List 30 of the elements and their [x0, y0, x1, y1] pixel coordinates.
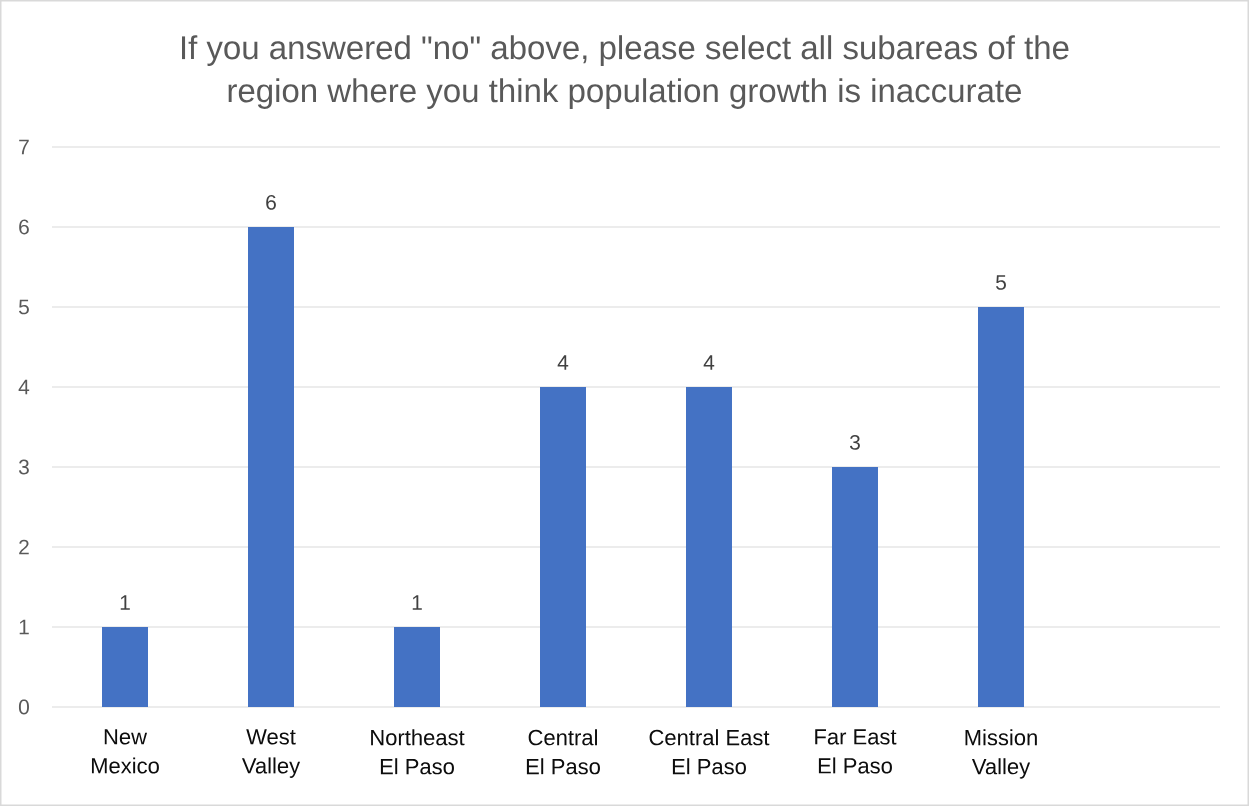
bar: [978, 307, 1024, 707]
bar: [686, 387, 732, 707]
bar: [102, 627, 148, 707]
bar: [832, 467, 878, 707]
y-tick-label: 3: [18, 459, 29, 475]
x-tick-label: Mission Valley: [965, 729, 1037, 779]
x-tick-label: Northeast El Paso: [371, 729, 465, 775]
y-tick-label: 0: [18, 699, 29, 715]
data-label: 4: [703, 355, 715, 370]
data-label: 3: [849, 434, 860, 450]
y-tick-label: 1: [19, 619, 29, 635]
bar: [394, 627, 440, 707]
x-tick-label: Central El Paso: [526, 729, 600, 775]
y-tick-label: 5: [18, 299, 29, 315]
x-tick-label: New Mexico: [91, 729, 159, 774]
y-tick-label: 2: [19, 539, 29, 555]
data-label: 1: [120, 595, 130, 610]
y-tick-label: 4: [18, 379, 30, 395]
chart-title: If you answered "no" above, please select all subareas of the region where you think population growth is inaccurate: [181, 35, 1069, 109]
y-tick-label: 7: [19, 139, 29, 155]
x-tick-label: Central East El Paso: [649, 729, 770, 775]
data-label: 1: [412, 595, 422, 610]
bar: [540, 387, 586, 707]
data-label: 5: [996, 275, 1006, 290]
x-tick-label: Far East El Paso: [815, 729, 897, 774]
bar: [248, 227, 294, 707]
x-tick-label: West Valley: [241, 729, 301, 778]
y-tick-label: 6: [19, 219, 29, 235]
data-label: 4: [557, 355, 569, 370]
data-label: 6: [266, 194, 276, 210]
